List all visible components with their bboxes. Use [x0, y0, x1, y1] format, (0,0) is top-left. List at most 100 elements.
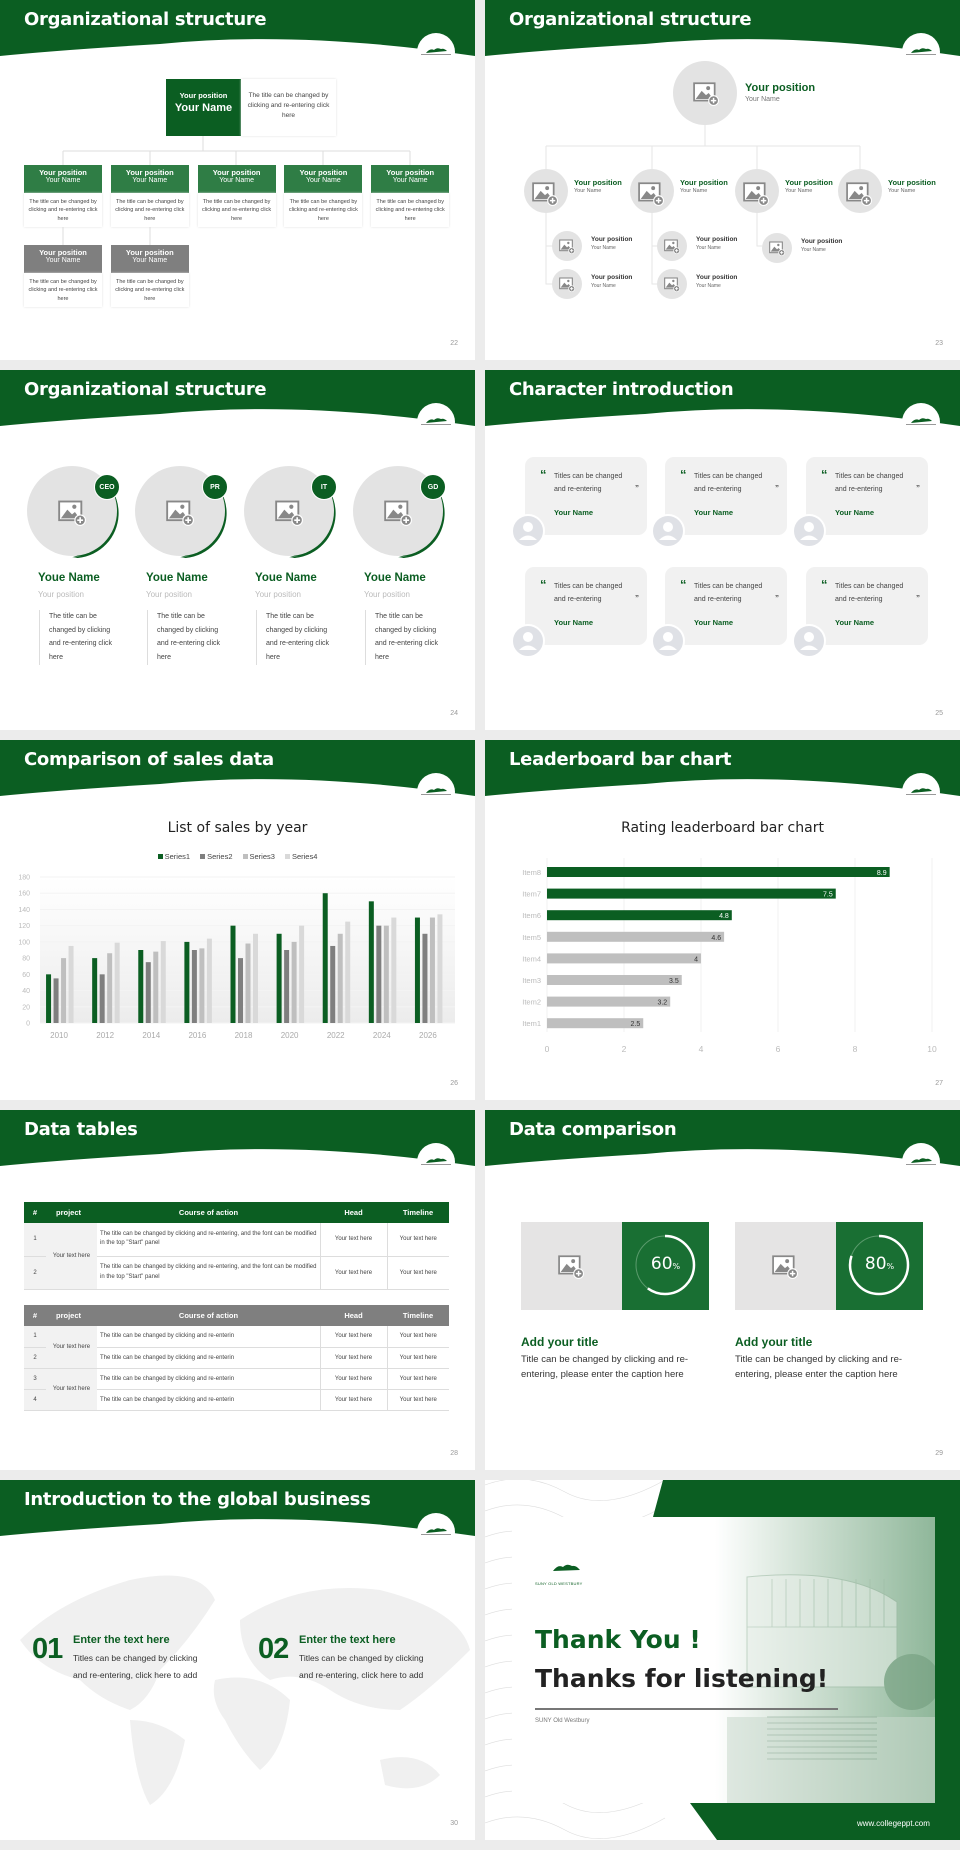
head-cell[interactable]: Your text here [319, 1389, 387, 1411]
bar-series4-2012 [114, 942, 120, 1023]
head-cell[interactable]: Your text here [319, 1368, 387, 1390]
action-cell[interactable]: The title can be changed by clicking and… [97, 1347, 320, 1369]
timeline-cell[interactable]: Your text here [386, 1326, 449, 1348]
column-header[interactable]: Timeline [402, 1311, 434, 1320]
page-number: 24 [450, 710, 458, 717]
image-placeholder-icon[interactable] [693, 80, 719, 106]
testimonial-card[interactable] [806, 567, 928, 645]
bar-series4-2014 [160, 941, 166, 1023]
bar-series2-2012 [99, 974, 105, 1023]
x-tick-label: 2022 [327, 1031, 345, 1040]
page-number: 29 [935, 1450, 943, 1457]
image-placeholder-icon[interactable] [58, 498, 86, 526]
person-position: Your position [255, 590, 301, 599]
testimonial-card[interactable] [525, 567, 647, 645]
column-header[interactable]: Course of action [178, 1311, 239, 1320]
position-label: Your position [125, 248, 174, 257]
level2-header[interactable]: Your position Your Name [197, 165, 276, 193]
action-cell[interactable]: The title can be changed by clicking and… [97, 1223, 320, 1257]
image-placeholder-icon[interactable] [664, 238, 680, 254]
legend-label: Series2 [207, 852, 233, 861]
head-cell[interactable]: Your text here [319, 1347, 387, 1369]
action-cell[interactable]: The title can be changed by clicking and… [97, 1326, 320, 1348]
image-placeholder-icon[interactable] [558, 1253, 584, 1279]
y-category-label: Item1 [522, 1019, 541, 1028]
action-cell[interactable]: The title can be changed by clicking and… [97, 1256, 320, 1290]
project-cell[interactable]: Your text here [46, 1223, 97, 1290]
level2-description: The title can be changed by clicking and… [197, 193, 276, 227]
role-badge: CEO [94, 474, 120, 500]
person-name: Youe Name [364, 572, 426, 584]
action-cell[interactable]: The title can be changed by clicking and… [97, 1389, 320, 1411]
bar-series1-2010 [46, 974, 52, 1023]
level2-header[interactable]: Your position Your Name [284, 165, 363, 193]
legend-swatch [284, 854, 290, 859]
page-number: 26 [450, 1080, 458, 1087]
level3-description: The title can be changed by clicking and… [24, 273, 102, 307]
avatar [511, 514, 545, 548]
name-label: Your Name [45, 177, 81, 184]
level2-description: The title can be changed by clicking and… [110, 193, 189, 227]
image-placeholder-icon[interactable] [638, 180, 664, 206]
image-placeholder-icon[interactable] [743, 180, 769, 206]
column-header[interactable]: project [56, 1208, 82, 1217]
website-link[interactable]: www.collegeppt.com [857, 1819, 930, 1828]
top-position-box[interactable]: Your position Your Name [166, 79, 241, 136]
y-category-label: Item7 [522, 890, 541, 899]
level3-description: The title can be changed by clicking and… [110, 273, 189, 307]
image-placeholder-icon[interactable] [166, 498, 194, 526]
column-header[interactable]: Head [344, 1311, 363, 1320]
level2-header[interactable]: Your position Your Name [24, 165, 102, 193]
x-tick-label: 6 [776, 1044, 781, 1054]
project-cell[interactable]: Your text here [46, 1368, 97, 1411]
column-header[interactable]: Timeline [402, 1208, 434, 1217]
bar-series2-2020 [284, 950, 290, 1023]
testimonial-card[interactable] [525, 457, 647, 535]
timeline-cell[interactable]: Your text here [386, 1256, 449, 1290]
head-cell[interactable]: Your text here [319, 1223, 387, 1257]
unit: % [672, 1262, 681, 1271]
image-placeholder-icon[interactable] [769, 240, 785, 256]
page-number: 25 [935, 710, 943, 717]
timeline-cell[interactable]: Your text here [386, 1223, 449, 1257]
image-placeholder-icon[interactable] [846, 180, 872, 206]
image-placeholder-icon[interactable] [532, 180, 558, 206]
action-cell[interactable]: The title can be changed by clicking and… [97, 1368, 320, 1390]
project-cell[interactable]: Your text here [46, 1326, 97, 1369]
column-header[interactable]: project [56, 1311, 82, 1320]
testimonial-card[interactable] [665, 457, 787, 535]
head-cell[interactable]: Your text here [319, 1256, 387, 1290]
timeline-cell[interactable]: Your text here [386, 1347, 449, 1369]
column-header[interactable]: Head [344, 1208, 363, 1217]
slide-title: Data comparison [509, 1119, 677, 1140]
quote-text: Titles can be changed and re-entering [835, 583, 904, 603]
level2-header[interactable]: Your position Your Name [371, 165, 450, 193]
name-label: Your Name [785, 188, 813, 194]
level2-header[interactable]: Your position Your Name [110, 165, 189, 193]
column-header[interactable]: Course of action [178, 1208, 239, 1217]
timeline-cell[interactable]: Your text here [386, 1368, 449, 1390]
timeline-cell[interactable]: Your text here [386, 1389, 449, 1411]
progress-panel: 60% [622, 1222, 709, 1310]
level3-header[interactable]: Your position Your Name [110, 245, 189, 273]
image-placeholder-icon[interactable] [384, 498, 412, 526]
level2-description: The title can be changed by clicking and… [284, 193, 363, 227]
column-header[interactable]: # [32, 1208, 38, 1217]
table-row: 4 The title can be changed by clicking an… [24, 1389, 449, 1411]
column-header[interactable]: # [32, 1311, 38, 1320]
image-placeholder-icon[interactable] [664, 276, 680, 292]
y-tick-label: 40 [22, 988, 30, 995]
name-label: Your Name [696, 283, 721, 289]
testimonial-card[interactable] [665, 567, 787, 645]
image-placeholder-icon[interactable] [559, 238, 575, 254]
testimonial-card[interactable] [806, 457, 928, 535]
image-placeholder-icon[interactable] [275, 498, 303, 526]
row-number: 2 [24, 1347, 46, 1369]
bar-series1-2018 [230, 925, 236, 1023]
x-tick-label: 2012 [96, 1031, 114, 1040]
level3-header[interactable]: Your position Your Name [24, 245, 102, 273]
head-cell[interactable]: Your text here [319, 1326, 387, 1348]
image-placeholder-icon[interactable] [772, 1253, 798, 1279]
bar-series1-2026 [414, 917, 420, 1023]
image-placeholder-icon[interactable] [559, 276, 575, 292]
